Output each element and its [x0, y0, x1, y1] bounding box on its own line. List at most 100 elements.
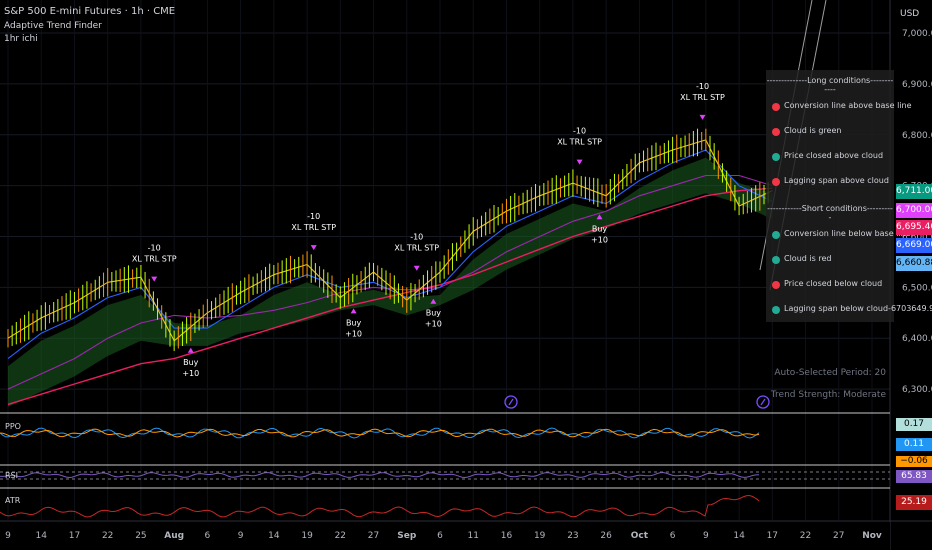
x-tick-label: 9: [5, 531, 11, 541]
y-tick-label: 6,800.00: [902, 131, 932, 141]
x-tick-label: 22: [335, 531, 346, 541]
status-dot-icon: [772, 178, 780, 186]
long-condition-row: Lagging span above cloud: [766, 172, 894, 192]
sell-signal-label: XL TRL STP: [291, 223, 336, 232]
buy-signal-label: Buy: [183, 358, 199, 367]
buy-signal-label: Buy: [426, 309, 442, 318]
x-tick-label: 27: [368, 531, 379, 541]
buy-arrow-icon: [430, 298, 437, 304]
time-axis-background: [0, 522, 890, 550]
x-tick-label: 25: [135, 531, 146, 541]
x-tick-label: 17: [69, 531, 80, 541]
x-tick-label: 9: [238, 531, 244, 541]
indicator-panes: [0, 412, 932, 522]
short-conditions-title: ------------Short conditions----------: [767, 204, 893, 222]
sell-signal-label: XL TRL STP: [132, 255, 177, 264]
cloud-area: [8, 157, 773, 407]
x-tick-label: 6: [437, 531, 443, 541]
x-tick-label: 22: [800, 531, 811, 541]
x-tick-label: 14: [268, 531, 280, 541]
trend-strength-label: Trend Strength: Moderate: [770, 390, 886, 400]
time-axis[interactable]: 9 14 17 22 25 Aug 6 9 14 19 22 27 Sep 6 11 16 19 23 26 Oct 6…: [0, 522, 890, 550]
ichimoku-cloud: [8, 157, 773, 407]
condition-label: Lagging span above cloud: [784, 176, 889, 185]
status-dot-icon: [772, 128, 780, 136]
short-condition-row: Cloud is red: [766, 250, 894, 270]
status-dot-icon: [772, 231, 780, 239]
ppo-label[interactable]: PPO: [5, 422, 21, 431]
atr-label[interactable]: ATR: [5, 496, 21, 505]
y-tick-label: 6,400.00: [902, 334, 932, 344]
long-condition-row: Cloud is green: [766, 122, 894, 142]
sell-signal-label: XL TRL STP: [557, 138, 602, 147]
buy-arrow-icon: [187, 347, 194, 353]
event-markers[interactable]: [504, 395, 770, 409]
indicator-label-trend-finder[interactable]: Adaptive Trend Finder: [4, 21, 102, 31]
condition-label: Conversion line below base line: [784, 229, 911, 238]
x-tick-label: Sep: [397, 531, 417, 541]
sell-signal-label: -10: [696, 82, 709, 91]
price-tag-ma: 6,695.46: [896, 220, 932, 235]
sell-signal-label: -10: [410, 233, 423, 242]
auto-period-label: Auto-Selected Period: 20: [774, 368, 886, 378]
long-condition-row: Price closed above cloud: [766, 147, 894, 167]
trade-signals: -10 XL TRL STP Buy +10 -10 XL TRL STP Buy +10 -1…: [132, 82, 725, 378]
ppo-line: [0, 427, 760, 439]
x-tick-label: 19: [301, 531, 313, 541]
long-condition-row: Conversion line above base line: [766, 97, 912, 117]
buy-signal-label: Buy: [592, 224, 608, 233]
indicator-label-ichimoku[interactable]: 1hr ichi: [4, 34, 38, 44]
price-tag-base: 6,669.00: [896, 238, 932, 253]
x-tick-label: 22: [102, 531, 113, 541]
lightning-icon: [508, 398, 514, 406]
status-dot-icon: [772, 153, 780, 161]
sell-signal-label: -10: [307, 212, 320, 221]
condition-label: Conversion line above base line: [784, 101, 912, 110]
sell-arrow-icon: [576, 159, 583, 165]
event-marker-icon: [756, 395, 770, 409]
ppo-hist-tag: −0.06: [896, 456, 932, 467]
sell-signal-label: XL TRL STP: [680, 93, 725, 102]
price-axis[interactable]: 7,000.006,900.006,800.006,700.006,600.00…: [889, 0, 932, 550]
ppo-signal-tag: 0.11: [896, 438, 932, 451]
sell-signal-label: -10: [148, 244, 161, 253]
atr-tag: 25.19: [896, 495, 932, 510]
ppo-tag: 0.17: [896, 418, 932, 431]
x-tick-label: 23: [567, 531, 578, 541]
buy-signal-label: +10: [182, 369, 199, 378]
atr-line: [0, 495, 760, 518]
symbol-title[interactable]: S&P 500 E-mini Futures · 1h · CME: [4, 6, 176, 17]
x-tick-label: 14: [733, 531, 745, 541]
sell-arrow-icon: [310, 245, 317, 251]
x-tick-label: 27: [833, 531, 844, 541]
sell-signal-label: -10: [573, 127, 586, 136]
x-tick-label: 17: [767, 531, 778, 541]
status-dot-icon: [772, 256, 780, 264]
y-tick-label: 6,500.00: [902, 283, 932, 293]
sell-arrow-icon: [699, 114, 706, 120]
x-tick-label: 19: [534, 531, 546, 541]
price-tag-conversion: 6,700.06: [896, 203, 932, 218]
currency-label[interactable]: USD: [900, 9, 920, 19]
buy-arrow-icon: [596, 214, 603, 220]
x-tick-label: Aug: [164, 531, 184, 541]
price-tag-lagging: 6,660.88: [896, 256, 932, 271]
rsi-label[interactable]: RSI: [5, 471, 18, 480]
x-tick-label: 6: [670, 531, 676, 541]
short-condition-row: Conversion line below base line: [766, 225, 911, 245]
y-tick-label: 6,300.00: [902, 385, 932, 395]
buy-signal-label: Buy: [346, 318, 362, 327]
buy-signal-label: +10: [591, 235, 608, 244]
x-tick-label: Oct: [631, 531, 649, 541]
x-tick-label: 26: [600, 531, 612, 541]
x-tick-label: 11: [468, 531, 479, 541]
event-marker-icon: [504, 395, 518, 409]
condition-label: Price closed above cloud: [784, 151, 884, 160]
x-tick-label: 16: [501, 531, 513, 541]
condition-label: Lagging span below cloud-6703649.99999: [784, 304, 932, 313]
long-conditions-title: --------------Long conditions-----------…: [766, 76, 894, 94]
ppo-signal-line: [0, 428, 760, 438]
sell-arrow-icon: [151, 276, 158, 282]
status-dot-icon: [772, 103, 780, 111]
x-tick-label: 6: [205, 531, 211, 541]
